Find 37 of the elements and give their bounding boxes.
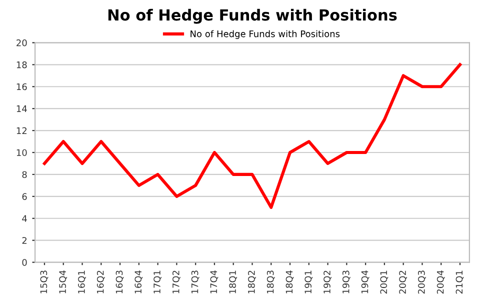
chart-title: No of Hedge Funds with Positions: [108, 8, 397, 24]
x-tick-label: 15Q4: [59, 270, 68, 294]
x-tick-label: 16Q1: [78, 270, 86, 294]
x-tick-label: 17Q4: [210, 270, 218, 294]
x-tick-label: 20Q3: [418, 270, 426, 294]
x-tick-label: 16Q3: [116, 270, 124, 294]
x-tick-label: 20Q2: [399, 270, 407, 294]
line-series: [42, 63, 462, 209]
y-tick-label: 8: [22, 171, 27, 178]
y-tick-label: 6: [22, 193, 27, 200]
y-tick-label: 4: [22, 215, 27, 222]
y-tick-label: 12: [16, 127, 26, 134]
y-tick-label: 10: [16, 149, 27, 156]
x-tick-label: 18Q1: [229, 270, 238, 294]
x-tick-label: 20Q4: [436, 270, 445, 294]
y-tick-label: 0: [22, 259, 27, 266]
y-tick-label: 16: [16, 83, 27, 90]
y-tick-label: 2: [22, 237, 26, 244]
x-tick-label: 19Q4: [361, 270, 370, 294]
x-tick-label: 16Q2: [96, 270, 105, 294]
x-tick-label: 17Q3: [191, 270, 200, 294]
x-tick-label: 17Q2: [172, 270, 180, 294]
y-tick-label: 14: [16, 105, 27, 112]
x-tick-label: 18Q3: [266, 270, 275, 294]
x-tick-label: 16Q4: [134, 270, 143, 294]
x-tick-label: 19Q2: [324, 270, 332, 294]
x-tick-label: 19Q3: [342, 270, 350, 294]
legend-label: No of Hedge Funds with Positions: [190, 30, 340, 39]
y-tick-label: 20: [16, 39, 27, 46]
x-tick-label: 18Q4: [286, 270, 294, 294]
x-tick-label: 20Q1: [380, 270, 388, 294]
x-tick-label: 18Q2: [248, 270, 256, 294]
x-tick-label: 17Q1: [154, 270, 162, 294]
x-tick-label: 15Q3: [40, 270, 48, 294]
x-tick-label: 21Q1: [456, 270, 464, 294]
y-tick-label: 18: [16, 61, 27, 68]
x-tick-label: 19Q1: [304, 270, 313, 294]
